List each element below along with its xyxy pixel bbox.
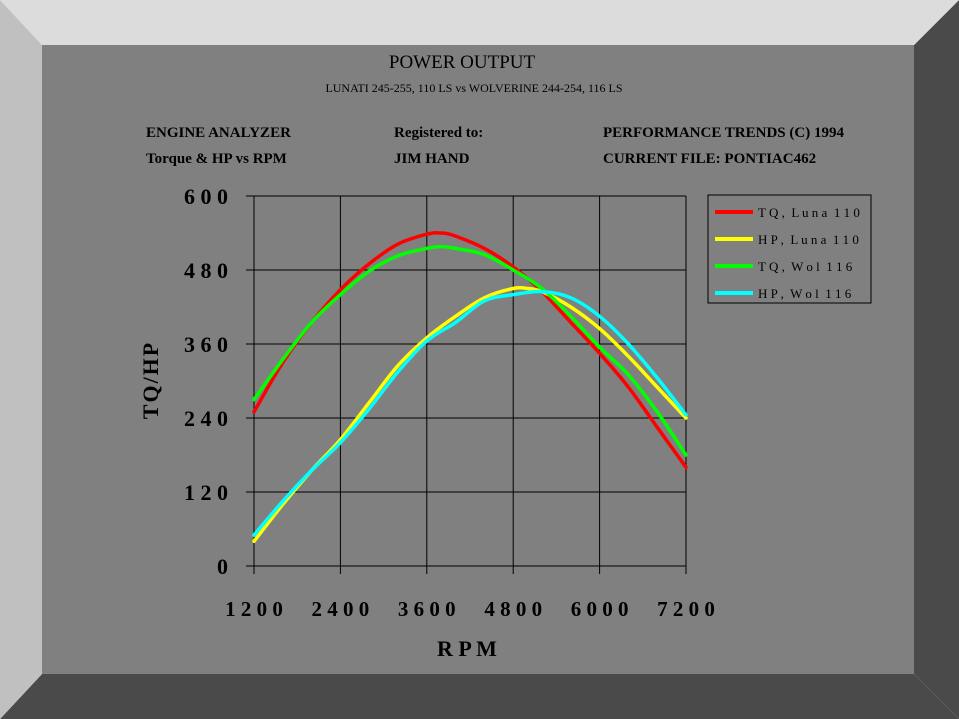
chart-panel [42,45,914,674]
y-tick-label-0: 0 [217,554,228,579]
x-tick-label-6000: 6 0 0 0 [571,597,629,621]
y-tick-label-240: 2 4 0 [184,406,228,431]
legend-label-tq-wol116: T Q , W o l 1 1 6 [758,259,853,274]
info-copyright: PERFORMANCE TRENDS (C) 1994 [603,125,844,141]
frame-bevel-left [0,0,42,719]
series-lines [252,231,688,544]
info-current-file: CURRENT FILE: PONTIAC462 [603,151,816,167]
info-registrant: JIM HAND [394,151,470,167]
info-torque-hp: Torque & HP vs RPM [146,151,287,167]
info-registered-to: Registered to: [394,125,483,141]
y-tick-label-360: 3 6 0 [184,332,228,357]
legend-label-hp-luna110: H P , L u n a 1 1 0 [758,232,859,247]
legend-label-tq-luna110: T Q , L u n a 1 1 0 [758,205,860,220]
series-line-tq-wol116 [252,244,688,457]
frame-shadow-bottom [0,674,959,719]
y-tick-label-480: 4 8 0 [184,258,228,283]
chart-title: POWER OUTPUT [389,52,536,73]
y-tick-label-120: 1 2 0 [184,480,228,505]
x-tick-label-1200: 1 2 0 0 [225,597,283,621]
x-axis-label: R P M [437,636,497,661]
x-tick-label-3600: 3 6 0 0 [398,597,456,621]
grid-lines [246,195,687,574]
legend-label-hp-wol116: H P , W o l 1 1 6 [758,286,852,301]
frame-shadow-right [914,0,959,719]
x-tick-label-2400: 2 4 0 0 [312,597,370,621]
x-tick-label-4800: 4 8 0 0 [484,597,542,621]
tick-labels: 0 1 2 0 2 4 0 3 6 0 4 8 0 6 0 0 1 2 0 0 2 4 0 0… [184,184,715,621]
y-tick-label-600: 6 0 0 [184,184,228,209]
x-tick-label-7200: 7 2 0 0 [657,597,715,621]
series-line-hp-wol116 [252,289,688,537]
chart-subtitle: LUNATI 245-255, 110 LS vs WOLVERINE 244-… [325,81,622,95]
y-axis-label: TQ/HP [138,341,163,419]
series-line-tq-luna110 [252,231,688,470]
legend: T Q , L u n a 1 1 0 H P , L u n a 1 1 0 T … [707,194,872,304]
frame-bevel-top [0,0,959,45]
info-engine-analyzer: ENGINE ANALYZER [146,125,291,141]
